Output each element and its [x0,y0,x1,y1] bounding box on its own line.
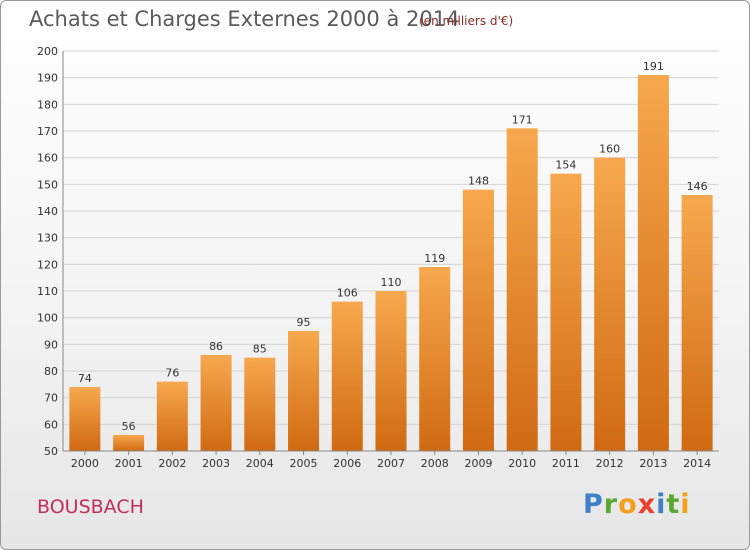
bar [69,387,101,451]
data-label: 85 [253,343,267,356]
x-tick-label: 2007 [377,457,405,470]
bar [462,189,494,451]
x-tick-label: 2004 [246,457,274,470]
data-label: 146 [687,180,708,193]
y-tick-label: 50 [44,445,58,458]
x-tick-label: 2008 [421,457,449,470]
bar [200,355,232,451]
x-tick-label: 2001 [115,457,143,470]
y-tick-label: 170 [37,125,58,138]
y-tick-label: 150 [37,178,58,191]
bar [681,195,713,451]
data-label: 56 [122,420,136,433]
y-tick-label: 70 [44,392,58,405]
x-tick-label: 2003 [202,457,230,470]
axes: 50 60 70 80 90 100 110 120 130 140 150 160 170 180 190… [37,45,719,470]
logo-letter: t [666,489,681,520]
bar [506,128,538,451]
bar [550,173,582,451]
x-tick-label: 2002 [158,457,186,470]
y-tick-label: 100 [37,312,58,325]
bar [113,435,145,451]
logo-letter: r [603,489,619,520]
y-tick-label: 80 [44,365,58,378]
y-tick-label: 180 [37,98,58,111]
data-label: 106 [337,287,358,300]
logo-letter: P [583,489,604,520]
bar [419,267,451,451]
bar [156,381,188,451]
y-tick-label: 120 [37,258,58,271]
bar [375,291,407,451]
logo-letter: i [680,489,691,520]
data-label: 160 [599,143,620,156]
x-tick-label: 2013 [639,457,667,470]
chart-title: Achats et Charges Externes 2000 à 2014 [29,7,460,31]
data-label: 119 [424,252,445,265]
logo-letter: o [618,489,638,520]
data-label: 110 [381,276,402,289]
y-tick-label: 160 [37,152,58,165]
x-tick-label: 2005 [290,457,318,470]
data-label: 86 [209,340,223,353]
logo-letter: i [656,489,667,520]
bars [69,75,713,451]
data-label: 154 [555,159,576,172]
bar [331,301,363,451]
x-tick-label: 2009 [464,457,492,470]
y-tick-label: 140 [37,205,58,218]
data-label: 171 [512,113,533,126]
x-tick-label: 2012 [596,457,624,470]
bar [288,331,320,451]
y-tick-label: 190 [37,72,58,85]
data-label: 191 [643,60,664,73]
x-tick-label: 2000 [71,457,99,470]
x-tick-label: 2006 [333,457,361,470]
bar [594,157,626,451]
y-tick-label: 200 [37,45,58,58]
data-label: 148 [468,175,489,188]
chart-subtitle: (en milliers d'€) [419,14,514,28]
data-label: 76 [165,367,179,380]
bar [244,357,276,451]
proxiti-logo[interactable]: Proxiti [583,489,691,520]
bar [637,75,669,451]
data-label: 74 [78,372,92,385]
y-tick-label: 130 [37,232,58,245]
data-label: 95 [297,316,311,329]
x-tick-label: 2010 [508,457,536,470]
logo-letter: x [637,489,657,520]
x-tick-label: 2014 [683,457,711,470]
y-tick-label: 60 [44,418,58,431]
town-name: BOUSBACH [37,496,144,518]
y-tick-label: 110 [37,285,58,298]
x-tick-label: 2011 [552,457,580,470]
y-tick-label: 90 [44,338,58,351]
